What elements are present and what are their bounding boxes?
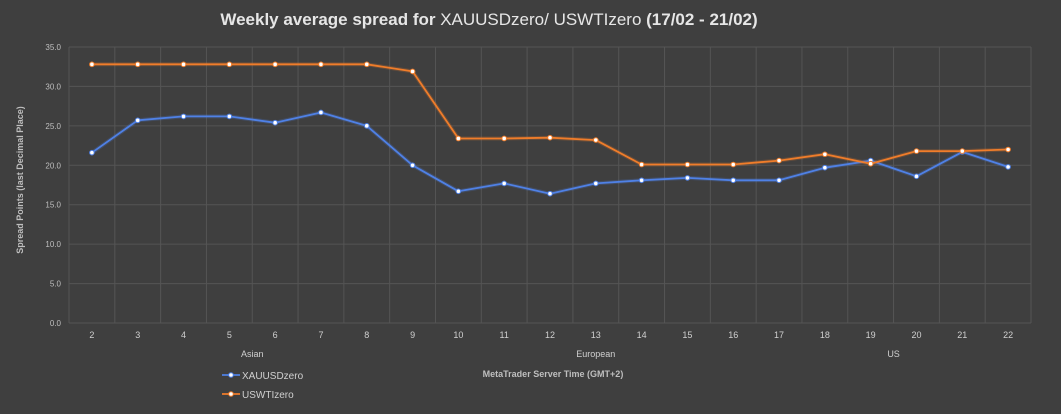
legend-label-uswti: USWTIzero <box>242 390 294 401</box>
y-axis-ticks: 0.0 5.0 10.0 15.0 20.0 25.0 30.0 35.0 <box>45 43 61 328</box>
data-point <box>134 117 141 124</box>
y-tick-label: 5.0 <box>50 280 62 289</box>
x-tick-label: 4 <box>181 330 186 340</box>
data-point <box>409 68 416 75</box>
x-tick-label: 18 <box>820 330 830 340</box>
data-point <box>913 173 920 180</box>
x-axis-title: MetaTrader Server Time (GMT+2) <box>483 369 624 379</box>
data-point <box>776 177 782 184</box>
data-point <box>1005 146 1011 153</box>
x-tick-label: 13 <box>591 330 601 340</box>
data-point <box>363 123 370 129</box>
chart-title: Weekly average spread for XAUUSDzero/ US… <box>220 10 757 29</box>
y-tick-label: 20.0 <box>45 161 61 170</box>
data-point <box>638 177 645 184</box>
data-point <box>226 61 233 68</box>
x-tick-label: 6 <box>273 330 278 340</box>
data-point <box>318 109 324 116</box>
title-symbols: XAUUSDzero/ USWTIzero <box>440 10 641 29</box>
legend-marker-xauusd <box>228 372 234 378</box>
data-point <box>913 148 920 154</box>
series-glow <box>90 110 1009 196</box>
session-label: European <box>576 349 615 359</box>
data-point <box>409 162 416 169</box>
x-tick-label: 2 <box>89 330 94 340</box>
y-axis-title: Spread Points (last Decimal Place) <box>15 106 25 254</box>
session-labels: Asian European US <box>241 349 900 359</box>
series-0 <box>89 109 1011 197</box>
y-tick-label: 35.0 <box>45 43 61 52</box>
grid <box>68 46 1032 324</box>
data-point <box>501 135 507 142</box>
y-tick-label: 15.0 <box>45 201 61 210</box>
x-tick-label: 9 <box>410 330 415 340</box>
data-point <box>180 61 187 68</box>
y-tick-label: 30.0 <box>45 82 61 91</box>
x-tick-label: 16 <box>728 330 738 340</box>
data-point <box>318 61 324 68</box>
data-point <box>776 157 782 164</box>
legend-item-xauusd: XAUUSDzero <box>222 371 304 382</box>
data-point <box>959 148 966 154</box>
x-tick-label: 19 <box>866 330 876 340</box>
y-tick-label: 0.0 <box>50 319 62 328</box>
x-tick-label: 10 <box>453 330 463 340</box>
data-point <box>822 164 828 171</box>
legend-marker-uswti <box>228 391 234 397</box>
data-point <box>547 134 553 141</box>
data-point <box>501 180 507 187</box>
session-label: US <box>887 349 900 359</box>
x-tick-label: 21 <box>957 330 967 340</box>
x-tick-label: 8 <box>364 330 369 340</box>
x-axis-ticks: 2 3 4 5 6 7 8 9 10 11 12 13 14 15 16 17 18 19 20 21 22 <box>89 330 1013 340</box>
data-point <box>684 161 691 168</box>
data-point <box>180 113 187 120</box>
x-tick-label: 11 <box>500 330 509 340</box>
data-point <box>272 119 278 126</box>
legend-label-xauusd: XAUUSDzero <box>242 371 304 382</box>
data-point <box>822 151 828 158</box>
data-point <box>593 180 599 187</box>
series-1 <box>89 61 1011 168</box>
data-point <box>730 177 737 184</box>
x-tick-label: 17 <box>774 330 784 340</box>
data-point <box>363 61 370 68</box>
series-line <box>91 111 1009 195</box>
y-tick-label: 10.0 <box>45 240 61 249</box>
data-point <box>455 188 462 195</box>
data-point <box>455 135 462 142</box>
x-tick-label: 3 <box>135 330 140 340</box>
x-tick-label: 14 <box>637 330 647 340</box>
data-point <box>89 149 95 156</box>
session-label: Asian <box>241 349 264 359</box>
data-point <box>638 161 645 168</box>
data-point <box>272 61 278 68</box>
data-point <box>89 61 95 68</box>
title-prefix: Weekly average spread for <box>220 10 440 29</box>
series <box>89 61 1011 197</box>
legend-item-uswti: USWTIzero <box>222 390 294 401</box>
x-tick-label: 22 <box>1003 330 1013 340</box>
data-point <box>134 61 141 68</box>
data-point <box>547 190 553 197</box>
x-tick-label: 15 <box>682 330 692 340</box>
title-dates: (17/02 - 21/02) <box>641 10 757 29</box>
data-point <box>1005 164 1011 170</box>
x-tick-label: 5 <box>227 330 232 340</box>
legend: XAUUSDzero USWTIzero <box>222 371 304 401</box>
data-point <box>593 137 599 143</box>
y-tick-label: 25.0 <box>45 122 61 131</box>
data-point <box>730 161 737 168</box>
data-point <box>226 113 233 120</box>
x-tick-label: 7 <box>318 330 323 340</box>
x-tick-label: 12 <box>545 330 555 340</box>
x-tick-label: 20 <box>911 330 921 340</box>
data-point <box>867 160 874 167</box>
data-point <box>684 175 691 181</box>
